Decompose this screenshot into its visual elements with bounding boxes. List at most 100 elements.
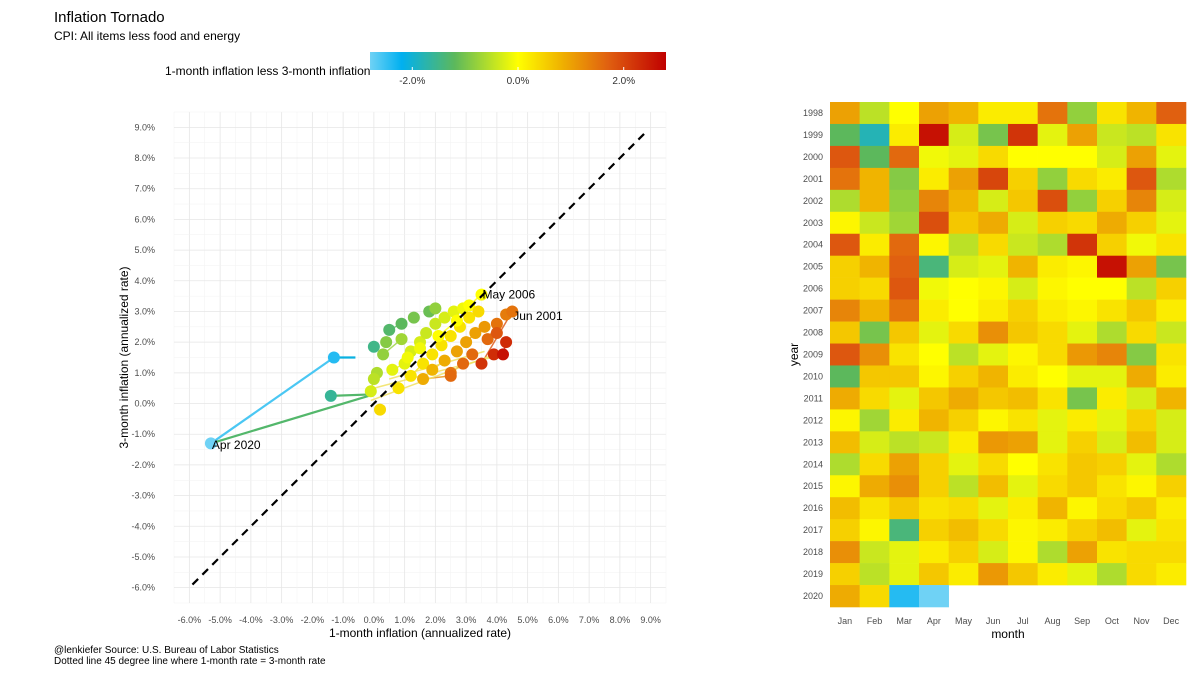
heatmap-cell xyxy=(830,387,860,410)
data-point xyxy=(401,351,414,364)
heatmap-cell xyxy=(948,563,979,586)
heatmap-cell xyxy=(978,563,1009,586)
heatmap-cell xyxy=(978,145,1009,169)
heatmap-cell xyxy=(889,475,920,498)
heatmap-cell xyxy=(948,453,979,476)
y-tick-label: 2.0% xyxy=(134,337,155,347)
heatmap-x-tick-label: Apr xyxy=(927,616,941,626)
heatmap-cell xyxy=(948,211,979,235)
heatmap-x-tick-label: Jan xyxy=(838,616,853,626)
heatmap-x-tick-label: May xyxy=(955,616,973,626)
heatmap-cell xyxy=(1156,123,1187,147)
heatmap-y-tick-label: 1998 xyxy=(803,108,823,118)
heatmap-cell xyxy=(978,189,1009,213)
heatmap-cell xyxy=(1097,541,1127,564)
heatmap-cell xyxy=(1008,453,1038,476)
y-tick-label: -1.0% xyxy=(131,429,155,439)
y-tick-label: 6.0% xyxy=(134,214,155,224)
heatmap-cell xyxy=(1156,453,1187,476)
heatmap-cell xyxy=(1037,255,1068,278)
heatmap-cell xyxy=(1037,497,1068,520)
heatmap-cell xyxy=(1126,321,1157,344)
color-legend: -2.0% 0.0% 2.0% xyxy=(370,52,666,87)
heatmap-cell xyxy=(1037,167,1068,191)
heatmap-cell xyxy=(948,519,979,542)
heatmap-cell xyxy=(1008,211,1038,235)
heatmap-cell xyxy=(1037,519,1068,542)
heatmap-cell xyxy=(1126,145,1157,169)
data-point xyxy=(407,311,420,324)
heatmap-cell xyxy=(859,255,890,278)
heatmap-plot: Jan Feb Mar Apr May Jun Jul Aug Sep Oct Nov Dec 1998… xyxy=(787,102,1187,641)
heatmap-cell xyxy=(1067,563,1098,586)
y-tick-label: -2.0% xyxy=(131,460,155,470)
heatmap-cell xyxy=(1097,277,1127,300)
heatmap-cell xyxy=(978,277,1009,300)
heatmap-cell xyxy=(948,255,979,278)
heatmap-cell xyxy=(1067,255,1098,278)
heatmap-cell xyxy=(889,211,920,235)
y-tick-label: 8.0% xyxy=(134,153,155,163)
heatmap-cell xyxy=(1156,365,1187,388)
data-point xyxy=(457,357,470,370)
data-point xyxy=(417,372,430,385)
data-point xyxy=(327,351,340,364)
heatmap-cell xyxy=(948,123,979,147)
data-point xyxy=(447,305,460,318)
y-tick-label: 3.0% xyxy=(134,306,155,316)
heatmap-cell xyxy=(1037,189,1068,213)
heatmap-cell xyxy=(889,497,920,520)
heatmap-cell xyxy=(1067,541,1098,564)
heatmap-cell xyxy=(948,102,979,125)
heatmap-cell xyxy=(919,453,949,476)
heatmap-cell xyxy=(919,167,949,191)
heatmap-cell xyxy=(1067,167,1098,191)
heatmap-cell xyxy=(859,409,890,432)
x-tick-label: -1.0% xyxy=(331,615,355,625)
heatmap-cell xyxy=(1008,123,1038,147)
x-tick-label: 5.0% xyxy=(517,615,538,625)
heatmap-y-tick-label: 2014 xyxy=(803,459,823,469)
heatmap-cell xyxy=(1097,145,1127,169)
data-point xyxy=(497,348,510,361)
heatmap-cell xyxy=(1067,475,1098,498)
heatmap-cell xyxy=(919,431,949,454)
heatmap-cell xyxy=(859,299,890,322)
y-tick-label: 4.0% xyxy=(134,276,155,286)
heatmap-cell xyxy=(1126,365,1157,388)
heatmap-cell xyxy=(1126,343,1157,366)
heatmap-cell xyxy=(978,519,1009,542)
heatmap-y-tick-label: 2004 xyxy=(803,240,823,250)
data-point xyxy=(204,437,217,450)
heatmap-cell xyxy=(1097,453,1127,476)
heatmap-cell xyxy=(830,145,860,169)
heatmap-cell xyxy=(1037,453,1068,476)
data-point xyxy=(414,342,426,355)
x-tick-label: 3.0% xyxy=(456,615,477,625)
heatmap-cell xyxy=(978,475,1009,498)
data-point xyxy=(490,317,503,330)
heatmap-cell xyxy=(889,277,920,300)
heatmap-cell xyxy=(1067,365,1098,388)
series-line xyxy=(210,356,335,445)
data-point xyxy=(506,305,519,318)
data-point xyxy=(395,317,408,330)
heatmap-cell xyxy=(1126,541,1157,564)
heatmap-cell xyxy=(978,321,1009,344)
y-tick-label: -3.0% xyxy=(131,491,155,501)
x-tick-label: -3.0% xyxy=(270,615,294,625)
heatmap-cell xyxy=(889,145,920,169)
heatmap-x-tick-label: Nov xyxy=(1133,616,1150,626)
heatmap-cell xyxy=(948,475,979,498)
heatmap-cell xyxy=(1037,211,1068,235)
heatmap-cell xyxy=(948,145,979,169)
heatmap-cell xyxy=(830,167,860,191)
data-point xyxy=(478,320,491,333)
heatmap-cell xyxy=(948,365,979,388)
heatmap-cell xyxy=(978,365,1009,388)
heatmap-cell xyxy=(1067,497,1098,520)
heatmap-cell xyxy=(859,167,890,191)
heatmap-cell xyxy=(919,145,949,169)
heatmap-cell xyxy=(1156,255,1187,278)
heatmap-cell xyxy=(859,431,890,454)
